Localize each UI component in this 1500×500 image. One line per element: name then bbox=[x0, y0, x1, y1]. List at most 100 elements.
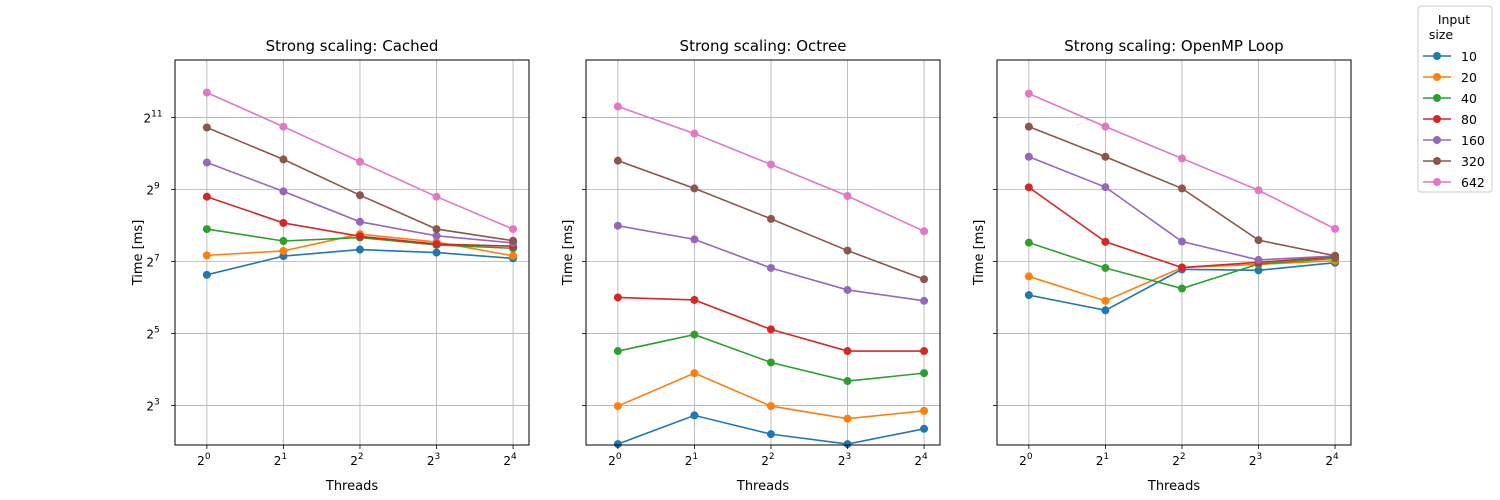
data-point-80 bbox=[920, 347, 929, 356]
data-point-320 bbox=[1331, 251, 1340, 260]
x-tick-exponent: 4 bbox=[922, 452, 928, 462]
data-point-80 bbox=[279, 218, 288, 227]
data-point-642 bbox=[920, 227, 929, 236]
y-tick-label: 29 bbox=[146, 182, 160, 198]
y-tick-exponent: 5 bbox=[154, 325, 160, 335]
y-tick-label: 211 bbox=[143, 110, 162, 126]
data-point-10 bbox=[1101, 306, 1110, 315]
data-point-20 bbox=[920, 406, 929, 415]
data-point-10 bbox=[1024, 291, 1033, 300]
x-axis-label: Threads bbox=[1147, 479, 1200, 494]
data-point-160 bbox=[690, 235, 699, 244]
data-point-160 bbox=[766, 263, 775, 272]
data-point-320 bbox=[279, 155, 288, 164]
x-tick-exponent: 2 bbox=[358, 452, 364, 462]
x-tick-exponent: 3 bbox=[845, 452, 851, 462]
x-tick-base: 2 bbox=[1019, 454, 1027, 468]
data-point-642 bbox=[1331, 224, 1340, 233]
data-point-20 bbox=[1101, 296, 1110, 305]
data-point-10 bbox=[202, 270, 211, 279]
data-point-40 bbox=[1024, 238, 1033, 247]
data-point-20 bbox=[509, 251, 518, 260]
data-point-80 bbox=[613, 293, 622, 302]
data-point-320 bbox=[920, 275, 929, 284]
axes-frame bbox=[174, 59, 530, 446]
x-tick-label: 20 bbox=[197, 452, 211, 468]
data-point-160 bbox=[843, 285, 852, 294]
data-point-642 bbox=[766, 160, 775, 169]
legend-entry-label: 320 bbox=[1461, 154, 1485, 169]
x-tick-base: 2 bbox=[914, 454, 922, 468]
data-point-320 bbox=[1254, 236, 1263, 245]
x-tick-base: 2 bbox=[685, 454, 693, 468]
data-point-320 bbox=[1177, 184, 1186, 193]
data-point-320 bbox=[1101, 152, 1110, 161]
data-point-10 bbox=[690, 411, 699, 420]
data-point-10 bbox=[766, 430, 775, 439]
data-point-320 bbox=[690, 184, 699, 193]
panel-title: Strong scaling: OpenMP Loop bbox=[1064, 37, 1283, 55]
x-tick-exponent: 2 bbox=[769, 452, 775, 462]
y-tick-exponent: 9 bbox=[154, 182, 160, 192]
x-tick-exponent: 3 bbox=[1256, 452, 1262, 462]
x-tick-label: 24 bbox=[914, 452, 928, 468]
data-point-160 bbox=[1101, 183, 1110, 192]
y-axis-label: Time [ms] bbox=[131, 220, 146, 287]
x-tick-base: 2 bbox=[838, 454, 846, 468]
y-tick-exponent: 7 bbox=[154, 253, 160, 263]
data-point-642 bbox=[1024, 89, 1033, 98]
data-point-20 bbox=[690, 369, 699, 378]
data-point-40 bbox=[920, 369, 929, 378]
data-point-20 bbox=[279, 246, 288, 255]
data-point-642 bbox=[1177, 154, 1186, 163]
data-point-320 bbox=[613, 156, 622, 165]
legend-entry-label: 642 bbox=[1461, 175, 1485, 190]
legend-title-line1: Input bbox=[1438, 12, 1470, 27]
x-tick-exponent: 4 bbox=[1333, 452, 1339, 462]
data-point-320 bbox=[843, 246, 852, 255]
x-tick-base: 2 bbox=[427, 454, 435, 468]
data-point-10 bbox=[920, 424, 929, 433]
panel-title: Strong scaling: Cached bbox=[266, 37, 439, 55]
x-tick-base: 2 bbox=[1172, 454, 1180, 468]
data-point-10 bbox=[1254, 266, 1263, 275]
x-tick-base: 2 bbox=[1249, 454, 1257, 468]
y-axis-label: Time [ms] bbox=[972, 220, 987, 287]
x-tick-exponent: 0 bbox=[1027, 452, 1033, 462]
x-tick-base: 2 bbox=[761, 454, 769, 468]
data-point-642 bbox=[1254, 186, 1263, 195]
data-point-80 bbox=[432, 240, 441, 249]
data-point-80 bbox=[843, 347, 852, 356]
data-point-160 bbox=[279, 187, 288, 196]
data-point-80 bbox=[1177, 263, 1186, 272]
data-point-642 bbox=[690, 129, 699, 138]
legend-swatch-marker bbox=[1433, 52, 1441, 60]
data-point-20 bbox=[202, 251, 211, 260]
legend-swatch-marker bbox=[1433, 94, 1441, 102]
data-point-40 bbox=[1101, 263, 1110, 272]
x-tick-label: 21 bbox=[685, 452, 698, 468]
data-point-40 bbox=[1177, 284, 1186, 293]
x-tick-exponent: 0 bbox=[616, 452, 622, 462]
axes-frame bbox=[585, 59, 941, 446]
data-point-80 bbox=[202, 192, 211, 201]
data-point-160 bbox=[1254, 255, 1263, 264]
y-tick-base: 2 bbox=[146, 399, 154, 413]
data-point-20 bbox=[766, 402, 775, 411]
data-point-642 bbox=[509, 225, 518, 234]
data-point-320 bbox=[509, 236, 518, 245]
x-tick-base: 2 bbox=[608, 454, 616, 468]
data-point-160 bbox=[355, 217, 364, 226]
data-point-160 bbox=[920, 296, 929, 305]
x-tick-exponent: 1 bbox=[692, 452, 698, 462]
data-point-642 bbox=[843, 192, 852, 201]
y-tick-exponent: 11 bbox=[151, 110, 162, 120]
data-point-80 bbox=[1101, 237, 1110, 246]
x-tick-exponent: 2 bbox=[1180, 452, 1186, 462]
x-tick-label: 22 bbox=[1172, 452, 1185, 468]
data-point-40 bbox=[843, 377, 852, 386]
data-point-20 bbox=[843, 414, 852, 423]
data-point-20 bbox=[613, 402, 622, 411]
